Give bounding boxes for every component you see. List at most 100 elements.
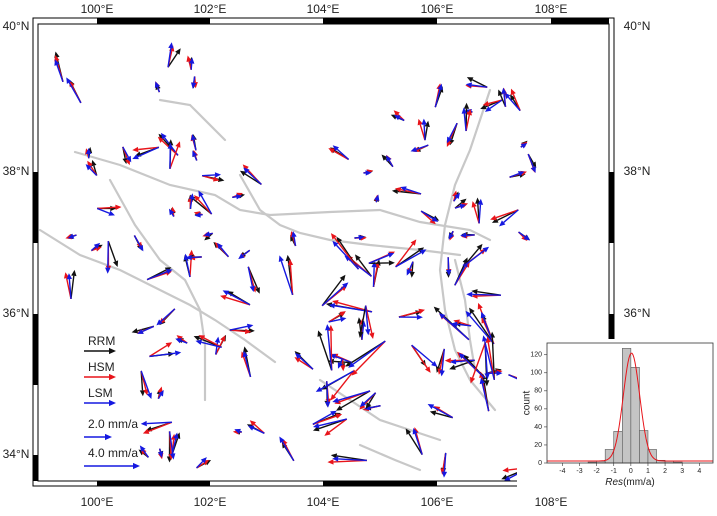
arrow-shaft	[462, 356, 486, 379]
arrow-shaft	[169, 146, 179, 169]
arrow-head	[315, 386, 323, 392]
arrow-shaft	[468, 314, 495, 345]
arrow-head	[327, 459, 334, 465]
lat-label: 38°N	[3, 164, 30, 178]
arrow-head	[216, 242, 223, 250]
lon-label: 106°E	[421, 495, 454, 509]
arrow	[518, 231, 531, 241]
arrow-head	[458, 352, 465, 359]
arrow	[374, 194, 380, 203]
arrow	[84, 399, 116, 407]
arrow-head	[185, 254, 192, 261]
arrow-head	[332, 456, 339, 462]
arrow-shaft	[484, 342, 488, 374]
lat-label: 36°N	[3, 306, 30, 320]
arrow-shaft	[335, 355, 353, 364]
arrow-head	[424, 120, 430, 128]
arrow-head	[175, 338, 182, 344]
arrow-shaft	[137, 146, 160, 158]
arrow	[278, 255, 294, 296]
arrow	[400, 186, 422, 195]
arrow	[441, 452, 448, 478]
arrow-head	[425, 366, 431, 373]
arrow-head	[203, 231, 211, 237]
arrow-shaft	[457, 323, 472, 327]
arrow-shaft	[318, 418, 347, 427]
arrow	[195, 339, 222, 348]
arrow-head	[54, 54, 60, 62]
arrow-shaft	[340, 390, 371, 409]
arrow-head	[454, 192, 460, 200]
arrow-head	[387, 252, 395, 258]
arrow-head	[247, 425, 255, 431]
arrow	[411, 344, 438, 367]
arrow-head	[477, 302, 483, 310]
arrow-head	[189, 57, 195, 64]
arrow-shaft	[319, 335, 333, 371]
legend-label: RRM	[88, 334, 115, 348]
arrow	[484, 99, 503, 112]
arrow-head	[371, 261, 377, 268]
arrow-head	[479, 377, 485, 385]
arrow-shaft	[489, 99, 503, 109]
arrow	[229, 328, 252, 335]
arrow-head	[502, 467, 509, 473]
lat-label: 38°N	[624, 164, 651, 178]
arrow-head	[158, 389, 164, 397]
arrow	[449, 358, 475, 365]
arrow-shaft	[321, 285, 345, 307]
fault	[108, 178, 207, 402]
y-tick-label: 40	[534, 424, 542, 431]
arrow-head	[93, 242, 101, 249]
arrow	[359, 392, 377, 408]
fault	[318, 378, 442, 442]
arrow-head	[105, 433, 112, 441]
arrow-head	[85, 164, 92, 171]
arrow	[520, 142, 528, 149]
arrow	[321, 282, 349, 307]
arrow-shaft	[482, 317, 492, 339]
arrow	[232, 194, 243, 200]
arrow-shaft	[339, 357, 344, 364]
arrow-head	[339, 274, 346, 282]
x-tick-label: 4	[697, 468, 701, 475]
arrow	[398, 308, 425, 318]
arrow	[325, 324, 333, 371]
arrow-head	[332, 240, 339, 248]
arrow-head	[189, 193, 195, 200]
arrow	[406, 261, 414, 276]
arrow-head	[421, 118, 427, 125]
arrow-shaft	[328, 318, 341, 323]
arrow-head	[365, 170, 372, 176]
arrow-shaft	[355, 340, 386, 372]
arrow-head	[374, 194, 380, 201]
arrow	[149, 350, 182, 358]
arrow-shaft	[242, 249, 251, 257]
arrow	[405, 428, 423, 455]
arrow-head	[113, 260, 119, 267]
arrow-head	[358, 331, 364, 338]
arrow-head	[278, 255, 284, 262]
arrow-head	[138, 244, 144, 252]
arrow-shaft	[168, 431, 174, 454]
arrow	[157, 448, 164, 458]
arrow-shaft	[369, 404, 381, 409]
arrow	[471, 201, 480, 224]
arrow-shaft	[180, 340, 188, 344]
arrow-head	[482, 335, 488, 342]
arrow-head	[109, 399, 116, 407]
arrow-shaft	[405, 188, 422, 195]
arrow-head	[520, 142, 528, 149]
arrow-head	[142, 428, 150, 434]
arrow	[247, 425, 265, 434]
arrow	[325, 381, 331, 408]
frame-bar	[609, 172, 614, 243]
histogram-bar	[639, 430, 649, 464]
arrow-head	[168, 42, 174, 49]
arrow-head	[176, 335, 183, 341]
arrow-head	[234, 428, 241, 434]
arrow-head	[122, 157, 128, 165]
arrow	[202, 172, 222, 178]
arrow-head	[146, 392, 152, 400]
arrow-head	[465, 82, 473, 88]
